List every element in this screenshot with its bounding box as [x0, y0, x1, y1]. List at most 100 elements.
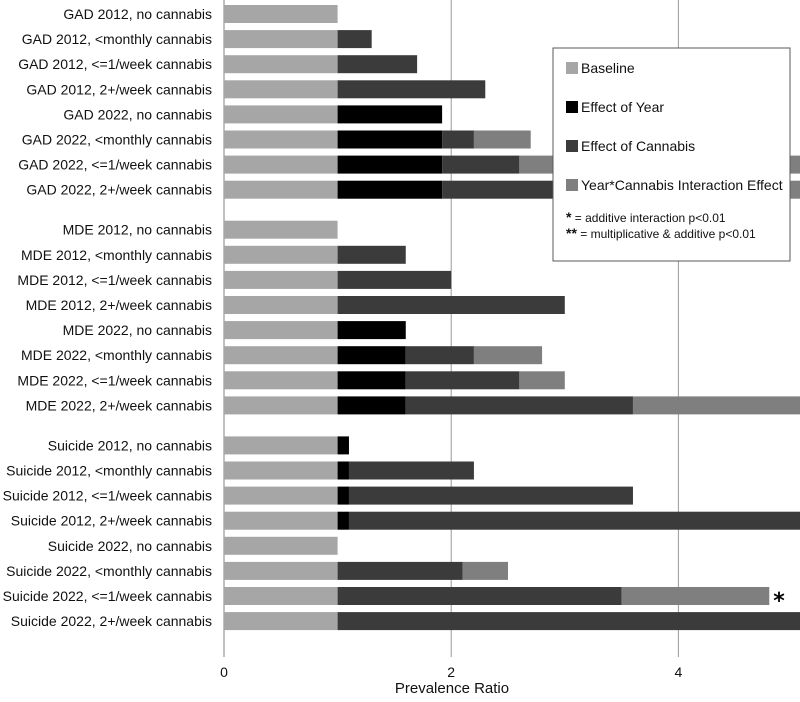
- bar-segment: [224, 296, 338, 314]
- category-label: Suicide 2022, no cannabis: [48, 538, 212, 554]
- category-label: GAD 2022, 2+/week cannabis: [26, 182, 212, 198]
- significance-marker: *: [773, 589, 785, 614]
- bar-segment: [337, 561, 463, 580]
- bar-segment: [405, 371, 520, 390]
- x-tick-label: 2: [447, 664, 455, 680]
- legend-swatch: [566, 179, 578, 191]
- bar-segment: [621, 587, 770, 605]
- category-label: MDE 2022, <monthly cannabis: [21, 347, 212, 363]
- bar-segment: [224, 155, 338, 174]
- bar-segment: [337, 180, 443, 199]
- bar-segment: [337, 80, 486, 99]
- bar-segment: [337, 396, 406, 415]
- bar-segment: [224, 396, 338, 415]
- bar-segment: [224, 245, 338, 264]
- bar-segment: [224, 270, 338, 289]
- category-label: GAD 2012, no cannabis: [63, 6, 212, 22]
- bar-segment: [224, 55, 338, 74]
- bar-segment: [224, 486, 338, 505]
- category-label: GAD 2012, 2+/week cannabis: [26, 81, 212, 97]
- legend-label: Year*Cannabis Interaction Effect: [581, 177, 783, 193]
- category-label: Suicide 2022, <=1/week cannabis: [3, 588, 212, 604]
- legend-label: Effect of Cannabis: [581, 138, 695, 154]
- category-label: GAD 2012, <=1/week cannabis: [18, 56, 212, 72]
- bar-segment: [224, 105, 338, 124]
- legend-notes: * = additive interaction p<0.01** = mult…: [566, 209, 756, 241]
- category-label: Suicide 2012, <=1/week cannabis: [3, 488, 212, 504]
- bar-segment: [632, 396, 800, 415]
- bar-segment: [337, 371, 406, 390]
- bar-segment: [442, 130, 474, 149]
- bar-segment: [337, 30, 372, 49]
- legend-swatch: [566, 101, 578, 113]
- bar-segment: [224, 587, 338, 605]
- legend-label: Effect of Year: [581, 99, 664, 115]
- category-labels: GAD 2012, no cannabis GAD 2012, <monthly …: [3, 6, 212, 629]
- bar-segment: [224, 80, 338, 99]
- legend: Baseline Effect of Year Effect of Cannabis…: [552, 47, 791, 262]
- bar-segment: [224, 220, 338, 239]
- bar-segment: [337, 612, 800, 631]
- bar-segment: [224, 561, 338, 580]
- category-label: Suicide 2012, <monthly cannabis: [6, 463, 212, 479]
- significance-annotations: ******: [773, 589, 785, 614]
- bar-segment: [224, 5, 338, 23]
- bar-segment: [337, 587, 622, 605]
- x-tick-label: 0: [220, 664, 228, 680]
- bar-segment: [337, 55, 418, 74]
- bar-segment: [442, 180, 588, 199]
- category-label: MDE 2022, <=1/week cannabis: [17, 372, 212, 388]
- legend-swatch: [566, 62, 578, 74]
- bar-segment: [224, 180, 338, 199]
- bar-segment: [337, 346, 406, 365]
- x-tick-label: 4: [675, 664, 683, 680]
- legend-note: ** = multiplicative & additive p<0.01: [566, 225, 756, 241]
- category-label: Suicide 2012, 2+/week cannabis: [11, 513, 212, 529]
- category-label: MDE 2012, 2+/week cannabis: [26, 297, 212, 313]
- legend-note: * = additive interaction p<0.01: [566, 209, 726, 225]
- bar-segment: [337, 245, 406, 264]
- bar-segment: [337, 461, 349, 480]
- bar-segment: [224, 130, 338, 149]
- bar-segment: [405, 346, 474, 365]
- category-label: Suicide 2022, 2+/week cannabis: [11, 613, 212, 629]
- category-label: GAD 2022, no cannabis: [63, 106, 212, 122]
- bar-segment: [337, 436, 349, 455]
- category-label: MDE 2012, no cannabis: [63, 222, 212, 238]
- legend-box: [552, 47, 791, 262]
- bar-segment: [519, 371, 565, 390]
- bar-segment: [224, 321, 338, 340]
- bar-segment: [337, 321, 406, 340]
- bar-segment: [337, 270, 452, 289]
- bar-segment: [224, 461, 338, 480]
- legend-label: Baseline: [581, 60, 635, 76]
- category-label: MDE 2022, 2+/week cannabis: [26, 397, 212, 413]
- bar-segment: [224, 511, 338, 530]
- bar-segment: [348, 461, 474, 480]
- legend-swatch: [566, 140, 578, 152]
- legend-items: Baseline Effect of Year Effect of Cannabis…: [566, 60, 783, 193]
- bar-segment: [473, 346, 543, 365]
- category-label: Suicide 2022, <monthly cannabis: [6, 563, 212, 579]
- bar-segment: [442, 155, 520, 174]
- bar-segment: [405, 396, 633, 415]
- category-label: GAD 2022, <monthly cannabis: [22, 132, 212, 148]
- x-axis-title: Prevalence Ratio: [395, 680, 509, 697]
- bar-segment: [337, 155, 443, 174]
- bar-segment: [224, 536, 338, 555]
- bar-segment: [337, 105, 443, 124]
- x-axis-ticks: 02468: [220, 664, 683, 680]
- bar-segment: [224, 30, 338, 49]
- bar-segment: [337, 486, 349, 505]
- bar-segment: [473, 130, 531, 149]
- bar-segment: [337, 130, 443, 149]
- bar-segment: [462, 561, 508, 580]
- bar-segment: [348, 486, 633, 505]
- bar-segment: [348, 511, 800, 530]
- category-label: MDE 2012, <monthly cannabis: [21, 247, 212, 263]
- category-label: Suicide 2012, no cannabis: [48, 437, 212, 453]
- bar-segment: [224, 346, 338, 365]
- category-label: GAD 2022, <=1/week cannabis: [18, 157, 212, 173]
- bar-segment: [337, 296, 565, 314]
